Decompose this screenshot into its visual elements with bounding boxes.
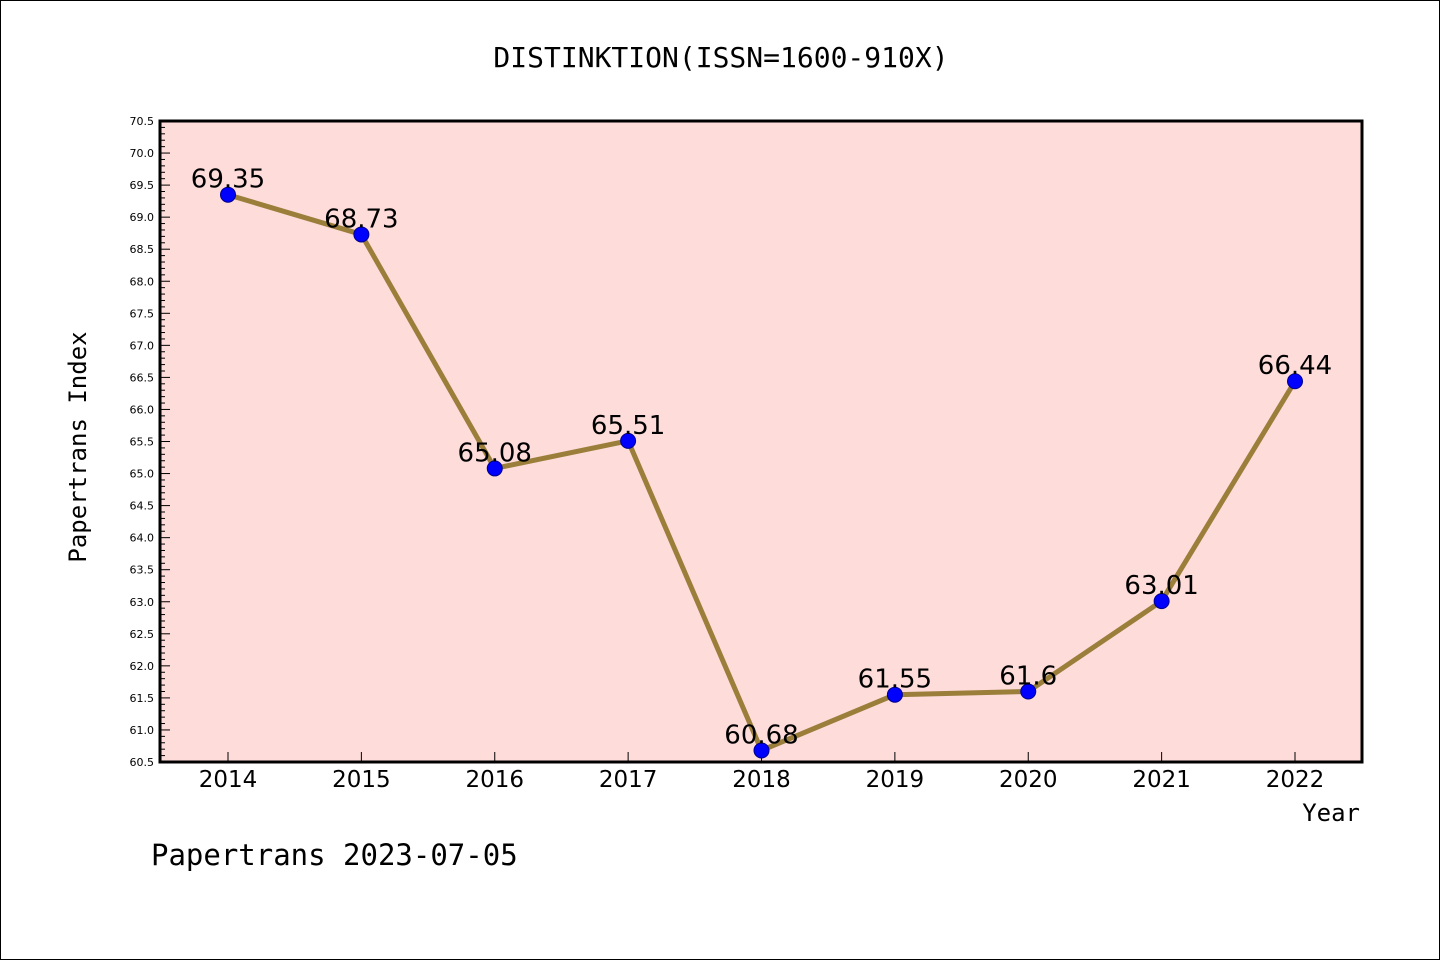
y-tick-label: 69.0 xyxy=(130,211,155,224)
data-label: 68.73 xyxy=(324,204,398,234)
y-tick-label: 67.5 xyxy=(130,307,155,320)
y-tick-label: 69.5 xyxy=(130,179,155,192)
data-label: 61.6 xyxy=(999,661,1057,691)
x-tick-label: 2018 xyxy=(732,767,791,793)
y-tick-label: 61.5 xyxy=(130,692,155,705)
x-tick-label: 2014 xyxy=(199,767,258,793)
y-axis: 60.5 61.0 61.5 62.0 62.5 63.0 63.5 64.0 64.5 65.0… xyxy=(130,115,170,769)
data-point-marker xyxy=(486,460,503,477)
y-tick-label: 63.5 xyxy=(130,564,155,577)
data-point-marker xyxy=(886,686,903,703)
y-tick-label: 65.5 xyxy=(130,436,155,449)
data-label: 69.35 xyxy=(191,165,265,195)
data-label: 63.01 xyxy=(1124,571,1198,601)
y-tick-label: 63.0 xyxy=(130,596,155,609)
y-tick-label: 68.0 xyxy=(130,275,155,288)
y-tick-label: 60.5 xyxy=(130,756,155,769)
data-point-marker xyxy=(1287,373,1303,390)
y-tick-label: 65.0 xyxy=(130,468,155,481)
y-tick-label: 70.0 xyxy=(130,147,155,160)
y-tick-label: 64.5 xyxy=(130,500,155,513)
y-tick-label: 66.5 xyxy=(130,371,155,384)
x-axis-label: Year xyxy=(1302,799,1360,827)
chart-title: DISTINKTION(ISSN=1600-910X) xyxy=(493,41,948,74)
data-label: 66.44 xyxy=(1258,351,1332,381)
x-tick-label: 2015 xyxy=(332,767,391,793)
x-tick-label: 2022 xyxy=(1266,767,1325,793)
data-label: 65.08 xyxy=(458,438,532,468)
data-point-marker xyxy=(353,226,370,243)
x-tick-label: 2021 xyxy=(1132,767,1191,793)
data-point-marker xyxy=(220,186,236,203)
x-axis: 2014 2015 2016 2017 2018 2019 2020 2021 2022 xyxy=(199,752,1325,793)
x-tick-label: 2017 xyxy=(599,767,658,793)
footer-text: Papertrans 2023-07-05 xyxy=(151,838,518,872)
y-tick-label: 61.0 xyxy=(130,724,155,737)
data-point-marker xyxy=(620,432,637,449)
x-tick-label: 2019 xyxy=(866,767,925,793)
data-label: 60.68 xyxy=(724,720,798,750)
y-tick-label: 70.5 xyxy=(130,115,155,128)
y-tick-label: 62.5 xyxy=(130,628,155,641)
y-tick-label: 68.5 xyxy=(130,243,155,256)
data-label: 65.51 xyxy=(591,411,665,441)
data-point-marker xyxy=(753,742,770,759)
data-point-marker xyxy=(1020,683,1037,700)
markers-group xyxy=(220,186,1303,759)
data-labels-group: 69.35 68.73 65.08 65.51 60.68 61.55 61.6 63.01 6… xyxy=(191,165,1332,751)
y-tick-label: 64.0 xyxy=(130,532,155,545)
data-point-marker xyxy=(1153,593,1170,610)
y-tick-label: 62.0 xyxy=(130,660,155,673)
y-axis-label: Papertrans Index xyxy=(64,331,92,562)
x-tick-label: 2016 xyxy=(465,767,524,793)
y-tick-label: 66.0 xyxy=(130,403,155,416)
data-label: 61.55 xyxy=(858,665,932,695)
x-tick-label: 2020 xyxy=(999,767,1058,793)
y-tick-label: 67.0 xyxy=(130,339,155,352)
